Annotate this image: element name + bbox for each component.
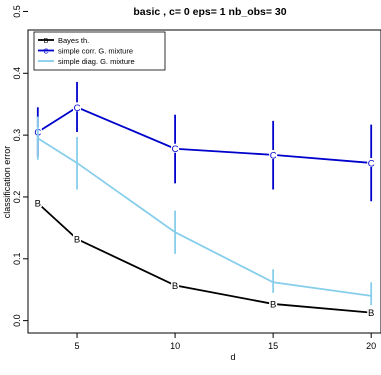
point-marker: B [74, 235, 80, 246]
point-marker-bg [367, 157, 376, 167]
x-tick-label: 20 [366, 341, 376, 351]
x-axis-label: d [230, 352, 235, 362]
series-line [37, 137, 372, 297]
legend-marker: B [44, 38, 49, 45]
point-marker: C [270, 150, 277, 161]
y-axis-label: classification error [2, 146, 12, 219]
point-marker: B [270, 299, 276, 310]
point-marker: B [172, 281, 178, 292]
y-tick-label: 0.0 [12, 314, 22, 327]
x-tick-label: 5 [75, 341, 80, 351]
y-tick-label: 0.4 [12, 67, 22, 80]
plot-frame [27, 29, 381, 334]
legend-label: Bayes th. [58, 36, 89, 45]
y-tick-label: 0.1 [12, 253, 22, 266]
legend-marker: C [43, 49, 48, 56]
legend-box [33, 31, 166, 71]
series-line [37, 202, 372, 314]
point-marker: C [74, 103, 81, 114]
legend-label: simple corr. G. mixture [58, 47, 133, 56]
x-tick-label: 10 [170, 341, 180, 351]
x-ticks: 5 10 15 20 [75, 333, 376, 351]
point-marker-bg [367, 307, 376, 317]
y-ticks: 0.0 0.1 0.2 0.3 0.4 0.5 [12, 5, 28, 327]
point-marker-bg [33, 198, 42, 208]
point-marker-bg [269, 298, 278, 308]
x-tick-label: 15 [268, 341, 278, 351]
y-tick-label: 0.2 [12, 191, 22, 204]
point-marker-bg [73, 102, 82, 112]
point-marker: B [368, 308, 374, 319]
series-line [37, 106, 372, 164]
legend-label: simple diag. G. mixture [58, 57, 135, 66]
point-marker-bg [171, 143, 180, 153]
point-marker: C [172, 144, 179, 155]
y-tick-label: 0.3 [12, 129, 22, 142]
legend: B Bayes th. C simple corr. G. mixturesimple… [33, 31, 166, 71]
point-marker: B [35, 199, 41, 210]
point-marker-bg [73, 234, 82, 244]
chart-title: basic , c= 0 eps= 1 nb_obs= 30 [133, 6, 286, 18]
point-marker-bg [269, 149, 278, 159]
point-marker: C [368, 158, 375, 169]
series-layer: BBBBBCCCCC [33, 81, 376, 319]
axes [27, 29, 381, 334]
point-marker-bg [171, 280, 180, 290]
y-tick-label: 0.5 [12, 5, 22, 18]
